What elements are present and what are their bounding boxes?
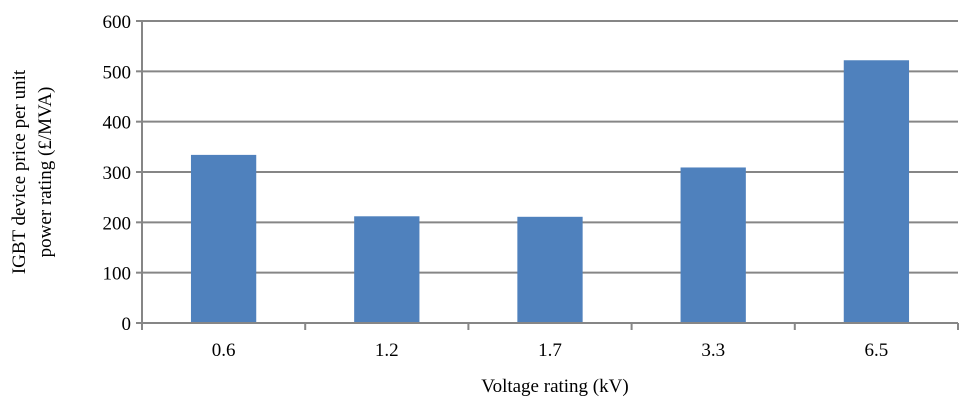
y-axis-title: IGBT device price per unit power rating … bbox=[9, 69, 56, 274]
x-tick-label: 1.7 bbox=[538, 340, 562, 361]
y-tick-labels: 0 100 200 300 400 500 600 bbox=[103, 12, 132, 335]
y-axis-title-line-2: power rating (£/MVA) bbox=[35, 87, 56, 258]
x-tick-label: 6.5 bbox=[865, 340, 889, 361]
axes bbox=[136, 20, 959, 330]
x-tick-labels: 0.6 1.2 1.7 3.3 6.5 bbox=[212, 340, 889, 361]
bars bbox=[190, 60, 910, 323]
y-tick-label: 600 bbox=[103, 12, 132, 33]
gridlines bbox=[142, 20, 958, 274]
x-tick-label: 1.2 bbox=[375, 340, 399, 361]
x-axis-title: Voltage rating (kV) bbox=[481, 376, 628, 397]
y-tick-label: 200 bbox=[103, 213, 132, 234]
bar-1-2 bbox=[354, 216, 420, 323]
y-tick-label: 100 bbox=[103, 264, 132, 285]
x-tick-label: 3.3 bbox=[701, 340, 725, 361]
y-tick-label: 300 bbox=[103, 163, 132, 184]
bar-3-3 bbox=[680, 167, 746, 323]
bar-1-7 bbox=[517, 216, 583, 323]
y-tick-label: 0 bbox=[122, 314, 132, 335]
y-axis-title-line-1: IGBT device price per unit bbox=[9, 69, 30, 274]
y-tick-label: 400 bbox=[103, 113, 132, 134]
bar-0-6 bbox=[190, 154, 257, 323]
bar-6-5 bbox=[843, 60, 910, 323]
x-tick-label: 0.6 bbox=[212, 340, 236, 361]
y-tick-label: 500 bbox=[103, 62, 132, 83]
